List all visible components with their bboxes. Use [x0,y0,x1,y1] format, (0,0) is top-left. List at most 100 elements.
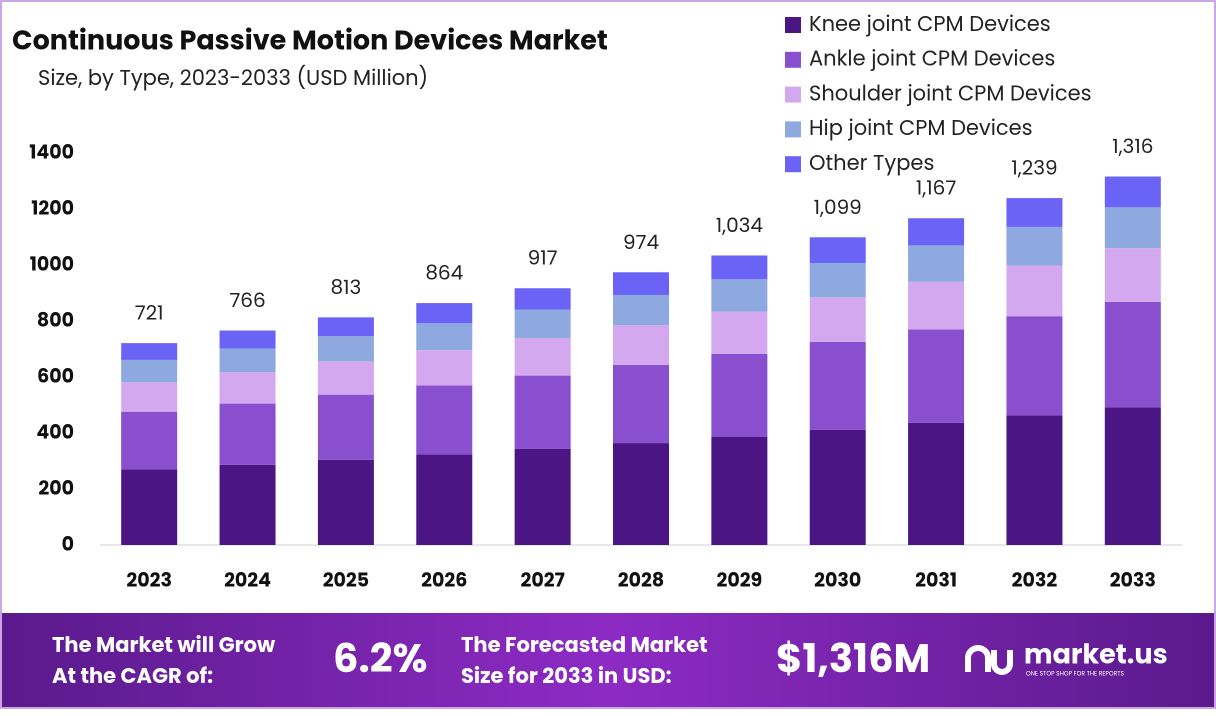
bar-segment [514,338,571,376]
bar-segment [908,281,965,330]
bar-segment [219,348,276,373]
bar-segment [317,459,374,545]
x-tick-label: 2027 [521,566,565,593]
bar-segment [514,448,571,545]
total-label: 1,034 [716,211,763,239]
total-label: 1,099 [814,193,862,221]
bar-segment [317,336,374,362]
bar-segment [613,272,669,295]
bar-segment [317,317,374,337]
bar-segment [613,294,669,326]
bar-segment [1006,226,1063,266]
bar-segment [219,330,276,349]
legend-swatch [785,156,801,173]
bar-segment [908,422,965,545]
bar-segment [1104,407,1161,545]
legend-swatch [785,51,801,68]
legend-swatch [785,121,801,138]
bar-segment [908,245,965,282]
x-tick-label: 2031 [915,566,957,593]
x-tick-label: 2023 [126,566,172,593]
legend-label: Other Types [809,149,934,178]
bar-segment [514,288,571,310]
total-label: 766 [229,286,265,314]
x-tick-label: 2024 [224,566,271,593]
bar-segment [711,255,768,280]
bar-segment [416,454,473,545]
total-label: 1,316 [1112,132,1153,160]
total-label: 1,239 [1011,154,1057,182]
x-tick-label: 2025 [323,566,369,593]
y-tick-label: 0 [62,530,74,557]
bar-segment [219,464,276,545]
bar-segment [1104,207,1161,249]
bar-segment [613,364,669,444]
legend-label: Knee joint CPM Devices [809,10,1051,39]
bar-segment [711,436,768,545]
legend-label: Ankle joint CPM Devices [809,45,1055,74]
bar-segment [219,403,276,465]
bar-segment [317,361,374,395]
x-tick-label: 2029 [716,566,762,593]
bar-segment [809,429,866,545]
chart-title: Continuous Passive Motion Devices Market [12,23,608,60]
bar-segment [1104,248,1161,302]
x-tick-label: 2033 [1110,566,1156,593]
footer-banner: The Market will Grow At the CAGR of: 6.2… [2,613,1214,707]
total-label: 974 [623,228,659,256]
bar-segment [809,237,866,264]
bar-segment [1104,301,1161,408]
bar-segment [416,303,473,324]
legend-label: Shoulder joint CPM Devices [809,79,1092,108]
bar-segment [809,297,866,342]
bar-segment [908,218,965,246]
bar-segment [809,263,866,298]
total-label: 1,167 [916,174,956,202]
bar-segment [711,279,768,312]
bar-segment [613,443,669,545]
x-tick-label: 2032 [1012,566,1058,593]
bar-segment [1006,265,1063,317]
bar-segment [1006,415,1063,545]
bar-segment [514,309,571,339]
size-label: The Forecasted Market [461,631,708,660]
legend-swatch [785,17,801,33]
total-label: 864 [425,259,463,287]
bar-segment [613,325,669,365]
x-tick-label: 2026 [421,566,467,593]
bar-segment [121,343,178,360]
bar-segment [514,375,571,449]
bar-segment [416,385,473,455]
bar-segment [1006,198,1063,227]
bar-segment [809,342,866,430]
bar-segment [219,372,276,404]
chart-subtitle: Size, by Type, 2023-2033 (USD Million) [38,64,428,93]
bar-segment [1006,316,1063,416]
bar-segment [317,394,374,460]
bar-segment [1104,176,1161,208]
legend-swatch [785,86,801,103]
bar-segment [711,353,768,437]
bar-segment [121,382,178,412]
y-tick-label: 600 [37,362,74,389]
total-label: 721 [135,299,164,327]
cagr-label: At the CAGR of: [52,662,213,691]
bar-segment [711,311,768,354]
total-label: 917 [528,244,558,272]
brand-name: market.us [1024,637,1168,674]
size-label: Size for 2033 in USD: [461,662,672,691]
y-tick-label: 1400 [29,138,74,165]
legend-label: Hip joint CPM Devices [809,114,1033,143]
cagr-label: The Market will Grow [52,631,276,660]
cagr-value: 6.2% [333,630,427,686]
x-tick-label: 2030 [814,566,861,593]
y-tick-label: 400 [36,418,74,445]
brand-tagline: ONE STOP SHOP FOR THE REPORTS [1026,671,1125,679]
brand-logo [965,645,1013,675]
y-tick-label: 200 [38,474,74,501]
y-tick-label: 1200 [31,194,74,221]
y-tick-label: 1000 [30,250,74,277]
size-value: $1,316M [776,630,930,686]
x-tick-label: 2028 [618,566,664,593]
